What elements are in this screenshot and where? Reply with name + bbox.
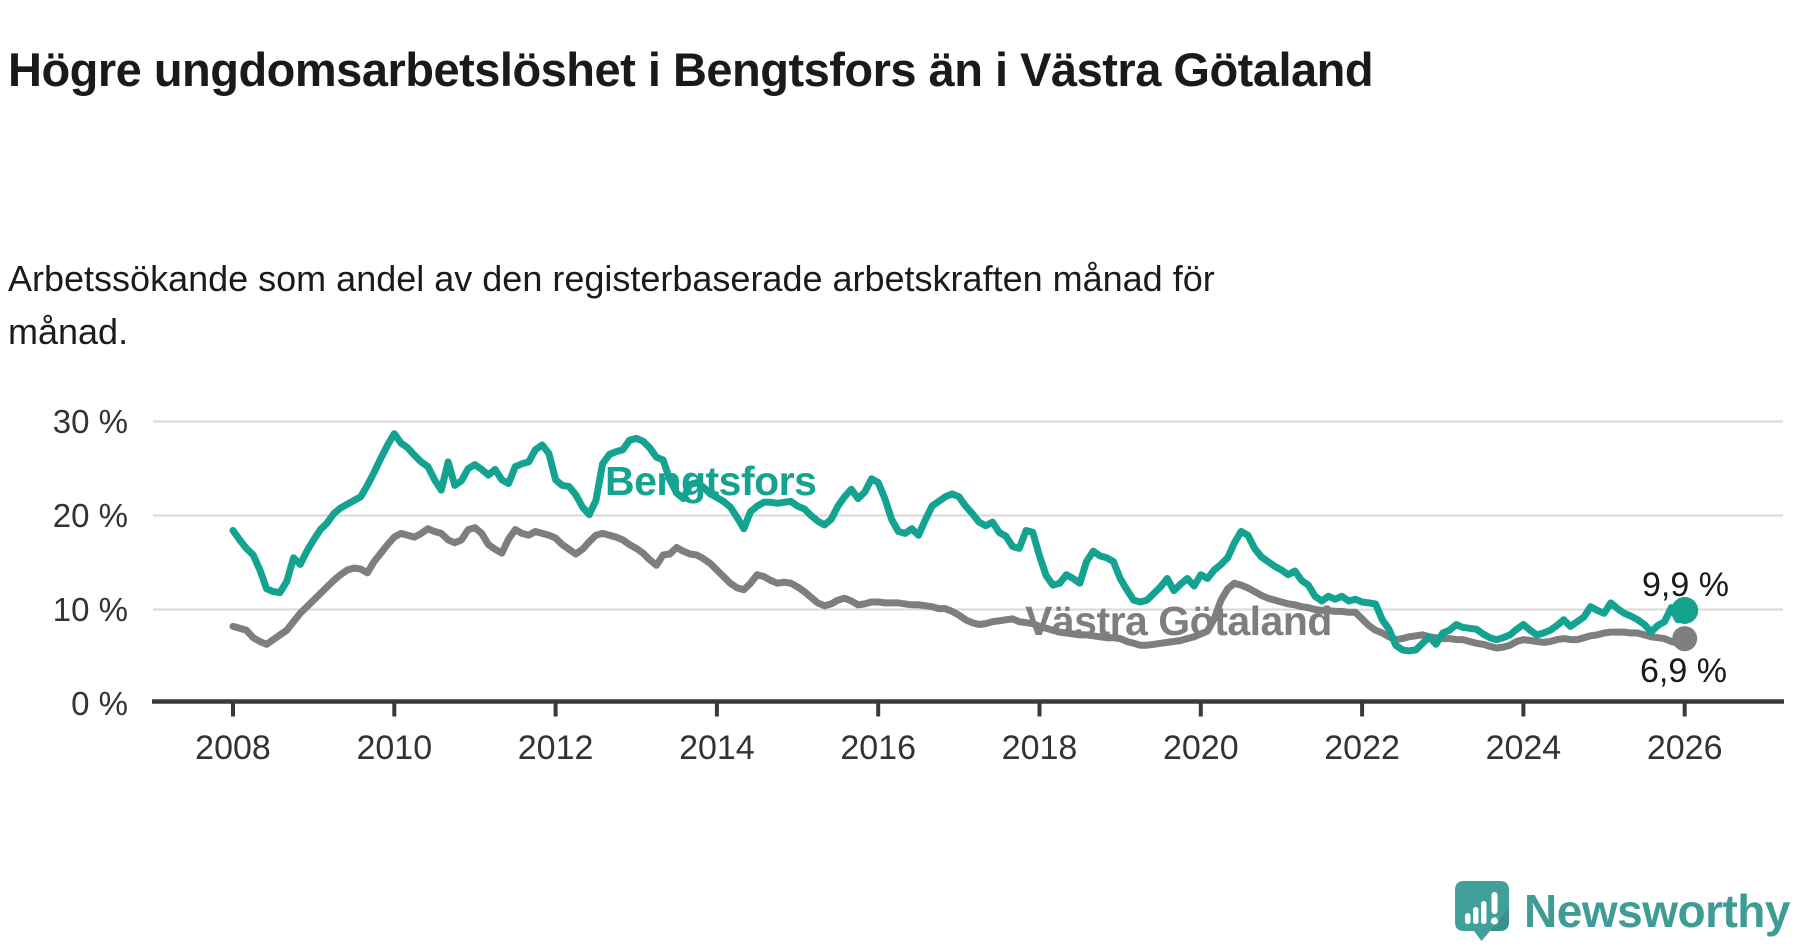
chart-subtitle: Arbetssökande som andel av den registerb… xyxy=(8,258,1215,352)
end-value-vastra-gotaland: 6,9 % xyxy=(1640,652,1727,690)
x-axis-label: 2024 xyxy=(1485,729,1562,767)
x-axis-label: 2016 xyxy=(840,729,916,767)
end-dots xyxy=(1671,596,1699,652)
x-axis-label: 2008 xyxy=(195,729,271,767)
x-axis-label: 2018 xyxy=(1001,729,1078,767)
series-label-bengtsfors: Bengtsfors xyxy=(605,458,817,504)
y-axis-label: 10 % xyxy=(52,590,128,628)
series-label-vastra-gotaland: Västra Götaland xyxy=(1025,598,1332,644)
y-axis-label: 0 % xyxy=(71,684,128,722)
newsworthy-logo-icon xyxy=(1455,881,1510,941)
y-axis-label: 20 % xyxy=(52,496,128,534)
end-dot-v-stra-g-taland xyxy=(1672,626,1698,652)
x-axis-label: 2010 xyxy=(356,729,433,767)
gridlines xyxy=(153,420,1783,611)
x-axis-label: 2012 xyxy=(517,729,594,767)
x-axis-label: 2014 xyxy=(679,729,755,767)
end-dot-bengtsfors xyxy=(1671,596,1699,624)
x-axis-label: 2020 xyxy=(1162,729,1239,767)
x-axis-label: 2026 xyxy=(1646,729,1723,767)
x-axis xyxy=(152,699,1784,717)
footer-brand: Newsworthy xyxy=(1454,880,1790,942)
end-value-bengtsfors: 9,9 % xyxy=(1642,566,1729,604)
y-axis-label: 30 % xyxy=(52,402,128,440)
x-axis-label: 2022 xyxy=(1324,729,1400,767)
series-lines xyxy=(229,430,1689,655)
brand-name: Newsworthy xyxy=(1524,885,1790,937)
series-line-bengtsfors xyxy=(229,430,1689,655)
chart-title: Högre ungdomsarbetslöshet i Bengtsfors ä… xyxy=(8,43,1374,97)
